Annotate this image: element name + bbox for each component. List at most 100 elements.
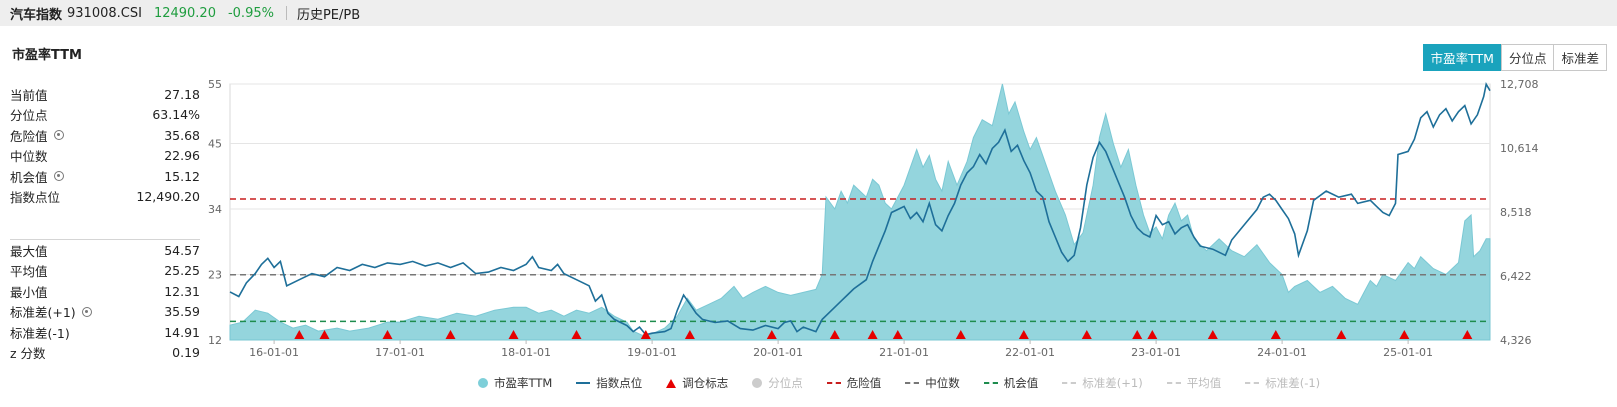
stat-label: 标准差(-1) — [10, 323, 70, 342]
stat-row: 中位数 22.96 — [10, 146, 200, 167]
y-right-tick-label: 4,326 — [1500, 334, 1532, 347]
legend-item[interactable]: 调仓标志 — [666, 375, 728, 391]
legend-dash-icon — [905, 382, 920, 384]
chart-legend: 市盈率TTM 指数点位 调仓标志 分位点 危险值 中位数 机会值 标准差(+1) 平均值 标准差(… — [478, 375, 1344, 391]
legend-line-icon — [576, 382, 591, 384]
y-left-tick-label: 34 — [208, 203, 222, 216]
x-tick-label: 24-01-01 — [1257, 346, 1307, 359]
stat-label: 标准差(+1) — [10, 302, 92, 321]
legend-item[interactable]: 分位点 — [752, 375, 803, 391]
stat-value: 12,490.20 — [136, 189, 200, 205]
stat-value: 63.14% — [152, 107, 200, 123]
legend-dash-icon — [1166, 382, 1181, 384]
legend-label: 标准差(-1) — [1265, 376, 1321, 390]
y-left-tick-label: 45 — [208, 138, 222, 151]
stat-label: 指数点位 — [10, 187, 60, 206]
stat-label: 当前值 — [10, 85, 48, 104]
rebalance-marker — [684, 330, 695, 339]
index-line — [229, 81, 1491, 336]
y-left-tick-label: 12 — [208, 334, 222, 347]
legend-dash-icon — [983, 382, 998, 384]
stat-value: 15.12 — [164, 168, 200, 184]
y-right-tick-label: 12,708 — [1500, 78, 1539, 91]
stat-label-text: z 分数 — [10, 346, 46, 362]
rebalance-marker — [1399, 330, 1410, 339]
stat-label-text: 分位点 — [10, 108, 48, 124]
stat-label: 最大值 — [10, 241, 48, 260]
legend-item[interactable]: 指数点位 — [576, 375, 642, 391]
x-tick-label: 18-01-01 — [501, 346, 551, 359]
stat-label: 中位数 — [10, 146, 48, 165]
legend-dash-icon — [1245, 382, 1260, 384]
index-change: -0.95% — [227, 5, 274, 21]
index-name: 汽车指数 — [10, 7, 63, 23]
stat-label-text: 当前值 — [10, 87, 48, 103]
pe-ttm-area — [229, 83, 1491, 341]
index-header-bar: 汽车指数 931008.CSI 12490.20 -0.95% 历史PE/PB — [0, 0, 1617, 26]
rebalance-marker — [1270, 330, 1281, 339]
legend-label: 调仓标志 — [682, 376, 729, 390]
rebalance-marker — [294, 330, 305, 339]
rebalance-marker — [766, 330, 777, 339]
legend-label: 中位数 — [925, 376, 960, 390]
rebalance-marker — [1147, 330, 1158, 339]
header-divider — [285, 6, 287, 20]
stat-label: 最小值 — [10, 282, 48, 301]
rebalance-marker — [319, 330, 330, 339]
history-pe-pb-link[interactable]: 历史PE/PB — [296, 7, 361, 23]
settings-gear-icon[interactable] — [53, 171, 64, 182]
x-tick-label: 22-01-01 — [1005, 346, 1055, 359]
index-price: 12490.20 — [153, 5, 216, 21]
stat-row: 指数点位 12,490.20 — [10, 187, 200, 208]
rebalance-marker — [571, 330, 582, 339]
stat-row: 危险值 35.68 — [10, 125, 200, 146]
stat-label-text: 标准差(-1) — [10, 325, 70, 341]
rebalance-marker — [1018, 330, 1029, 339]
stat-row: 最小值 12.31 — [10, 281, 200, 302]
legend-label: 指数点位 — [596, 376, 643, 390]
stat-value: 22.96 — [164, 148, 200, 164]
rebalance-marker — [1462, 330, 1473, 339]
stat-label-text: 标准差(+1) — [10, 305, 76, 321]
stat-row: 最大值 54.57 — [10, 240, 200, 261]
legend-item[interactable]: 市盈率TTM — [478, 375, 552, 391]
legend-label: 平均值 — [1186, 376, 1222, 390]
tab-pe-ttm[interactable]: 市盈率TTM — [1422, 44, 1502, 71]
rebalance-marker — [1336, 330, 1347, 339]
tab-std-dev[interactable]: 标准差 — [1553, 44, 1607, 71]
x-tick-label: 25-01-01 — [1383, 346, 1433, 359]
stat-row: 当前值 27.18 — [10, 84, 200, 105]
stat-label: 分位点 — [10, 105, 48, 124]
stat-row: 标准差(-1) 14.91 — [10, 322, 200, 343]
pe-chart[interactable]: 12 23 34 45 55 4,326 6,422 8,518 10,614 12,708 16-… — [0, 0, 1617, 375]
rebalance-marker — [508, 330, 519, 339]
rebalance-marker — [955, 330, 966, 339]
legend-item[interactable]: 机会值 — [983, 375, 1039, 391]
index-code: 931008.CSI — [67, 5, 142, 21]
stat-value: 35.68 — [164, 127, 200, 143]
stat-label: 平均值 — [10, 261, 48, 280]
y-right-tick-label: 8,518 — [1500, 206, 1532, 219]
legend-label: 标准差(+1) — [1082, 376, 1143, 390]
settings-gear-icon[interactable] — [53, 130, 64, 141]
rebalance-marker — [382, 330, 393, 339]
legend-item[interactable]: 中位数 — [905, 375, 960, 391]
x-tick-label: 19-01-01 — [627, 346, 677, 359]
settings-gear-icon[interactable] — [81, 306, 92, 317]
stat-value: 27.18 — [164, 86, 200, 102]
stat-value: 0.19 — [172, 345, 200, 361]
rebalance-marker — [892, 330, 903, 339]
x-tick-label: 17-01-01 — [375, 346, 425, 359]
legend-dash-icon — [826, 382, 841, 384]
stat-value: 54.57 — [164, 242, 200, 258]
legend-item[interactable]: 标准差(+1) — [1062, 375, 1143, 391]
legend-item[interactable]: 危险值 — [826, 375, 881, 391]
legend-label: 机会值 — [1003, 376, 1039, 390]
legend-item[interactable]: 标准差(-1) — [1245, 375, 1320, 391]
stat-label: 机会值 — [10, 167, 64, 186]
stat-value: 12.31 — [164, 283, 200, 299]
stat-label: 危险值 — [10, 126, 64, 145]
legend-item[interactable]: 平均值 — [1166, 375, 1222, 391]
stat-row: 分位点 63.14% — [10, 105, 200, 126]
rebalance-marker — [640, 330, 651, 339]
